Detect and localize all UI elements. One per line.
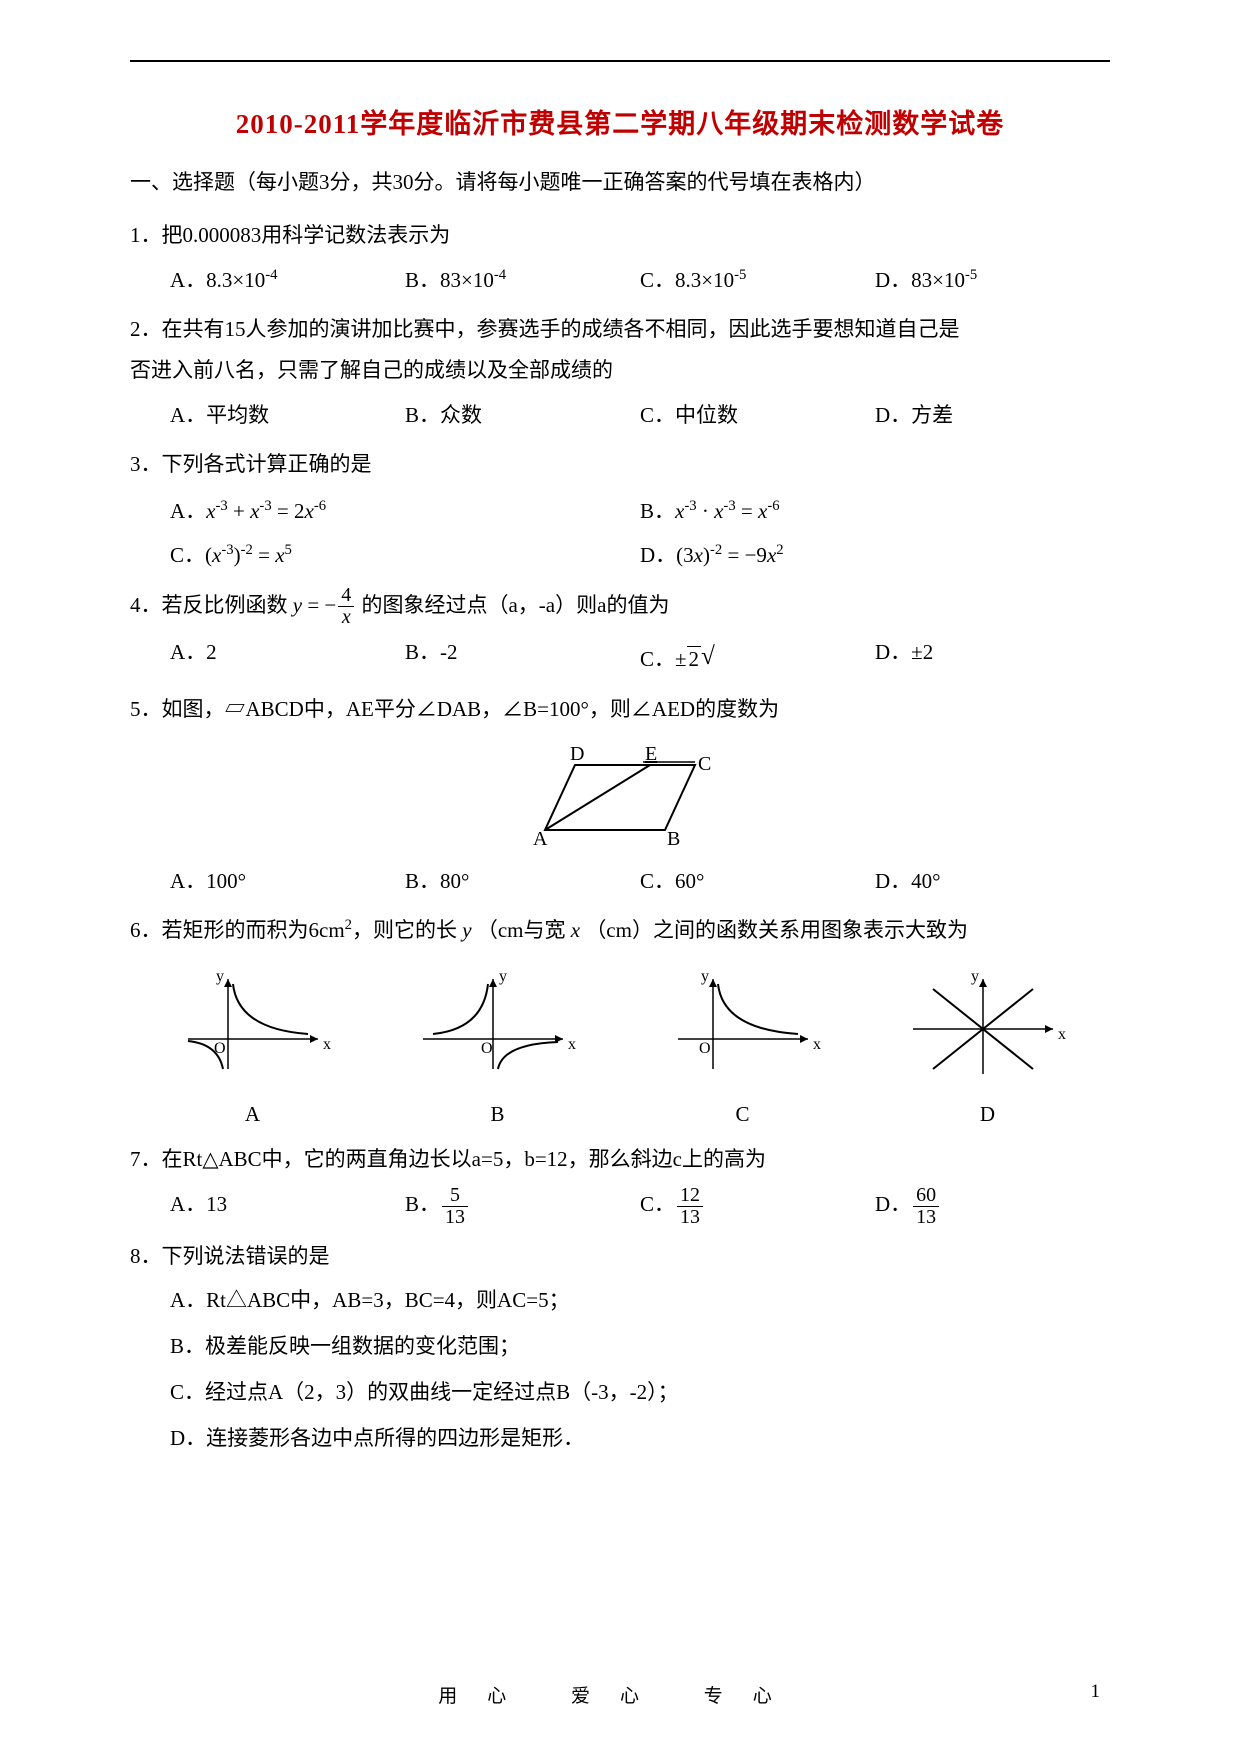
q6-graph-c: O x y	[643, 969, 843, 1084]
q4-opt-d: D．±2	[875, 632, 1110, 681]
q6-label-a: A	[153, 1102, 353, 1127]
svg-text:x: x	[323, 1036, 331, 1053]
svg-text:A: A	[533, 828, 548, 850]
q3-opt-d: D．(3x)-2 = −9x2	[640, 533, 1110, 577]
q6-graph-a: O x y	[153, 969, 353, 1084]
q7-opt-a: A．13	[170, 1184, 405, 1228]
q8-opt-d: D．连接菱形各边中点所得的四边形是矩形．	[170, 1415, 1110, 1461]
parallelogram-icon: D E C A B	[515, 740, 725, 850]
svg-text:x: x	[813, 1036, 821, 1053]
q7-options: A．13 B．513 C．1213 D．6013	[170, 1184, 1110, 1228]
q6-labels: A B C D	[130, 1102, 1110, 1127]
q2-options: A．平均数 B．众数 C．中位数 D．方差	[170, 395, 1110, 436]
exam-page: 2010-2011学年度临沂市费县第二学期八年级期末检测数学试卷 一、选择题（每…	[0, 0, 1240, 1753]
q8-options: A．Rt△ABC中，AB=3，BC=4，则AC=5； B．极差能反映一组数据的变…	[170, 1277, 1110, 1462]
svg-text:y: y	[216, 969, 224, 985]
q4-options: A．2 B．-2 C．±2√ D．±2	[170, 632, 1110, 681]
q3-stem: 3．下列各式计算正确的是	[130, 444, 1110, 485]
page-title: 2010-2011学年度临沂市费县第二学期八年级期末检测数学试卷	[130, 102, 1110, 141]
q4-opt-c: C．±2√	[640, 632, 875, 681]
q7-stem: 7．在Rt△ABC中，它的两直角边长以a=5，b=12，那么斜边c上的高为	[130, 1139, 1110, 1180]
q8-opt-b: B．极差能反映一组数据的变化范围；	[170, 1323, 1110, 1369]
q3-opt-c: C．(x-3)-2 = x5	[170, 533, 640, 577]
svg-text:B: B	[667, 828, 680, 850]
q5-stem: 5．如图，▱ABCD中，AE平分∠DAB，∠B=100°，则∠AED的度数为	[130, 689, 1110, 730]
q2-stem-line2: 否进入前八名，只需了解自己的成绩以及全部成绩的	[130, 350, 1110, 391]
q3-opt-b: B．x-3 · x-3 = x-6	[640, 489, 1110, 533]
svg-text:O: O	[481, 1040, 493, 1057]
q2-opt-a: A．平均数	[170, 395, 405, 436]
svg-text:O: O	[699, 1040, 711, 1057]
q1-opt-a: A．8.3×10-4	[170, 260, 405, 301]
graph-b-icon: O x y	[413, 969, 583, 1079]
q1-opt-b: B．83×10-4	[405, 260, 640, 301]
q6-label-c: C	[643, 1102, 843, 1127]
q7-opt-d: D．6013	[875, 1184, 1110, 1228]
q4-opt-a: A．2	[170, 632, 405, 681]
top-rule	[130, 60, 1110, 62]
section-1-head: 一、选择题（每小题3分，共30分。请将每小题唯一正确答案的代号填在表格内）	[130, 163, 1110, 203]
q3-options: A．x-3 + x-3 = 2x-6 B．x-3 · x-3 = x-6 C．(…	[170, 489, 1110, 577]
q7-opt-c: C．1213	[640, 1184, 875, 1228]
q1-options: A．8.3×10-4 B．83×10-4 C．8.3×10-5 D．83×10-…	[170, 260, 1110, 301]
q6-label-d: D	[888, 1102, 1088, 1127]
svg-text:y: y	[701, 969, 709, 985]
q4-opt-b: B．-2	[405, 632, 640, 681]
q8-opt-a: A．Rt△ABC中，AB=3，BC=4，则AC=5；	[170, 1277, 1110, 1323]
q1-opt-d: D．83×10-5	[875, 260, 1110, 301]
q5-opt-b: B．80°	[405, 861, 640, 902]
q2-opt-d: D．方差	[875, 395, 1110, 436]
q2-opt-c: C．中位数	[640, 395, 875, 436]
svg-text:D: D	[570, 743, 584, 765]
svg-text:y: y	[971, 969, 979, 985]
svg-text:C: C	[698, 753, 711, 775]
q2-opt-b: B．众数	[405, 395, 640, 436]
graph-c-icon: O x y	[658, 969, 828, 1079]
svg-text:y: y	[499, 969, 507, 985]
page-footer: 用心 爱心 专心 1	[0, 1681, 1240, 1708]
q6-stem: 6．若矩形的而积为6cm2，则它的长 y （cm与宽 x （cm）之间的函数关系…	[130, 910, 1110, 951]
q5-opt-a: A．100°	[170, 861, 405, 902]
q4-stem: 4．若反比例函数 y = −4x 的图象经过点（a，-a）则a的值为	[130, 585, 1110, 629]
q5-options: A．100° B．80° C．60° D．40°	[170, 861, 1110, 902]
q7-opt-b: B．513	[405, 1184, 640, 1228]
svg-text:x: x	[568, 1036, 576, 1053]
q8-opt-c: C．经过点A（2，3）的双曲线一定经过点B（-3，-2）；	[170, 1369, 1110, 1415]
q5-opt-d: D．40°	[875, 861, 1110, 902]
svg-text:x: x	[1058, 1026, 1066, 1043]
graph-d-icon: x y	[903, 969, 1073, 1079]
q6-graphs: O x y O x y	[130, 969, 1110, 1084]
footer-motto: 用心 爱心 专心	[370, 1681, 870, 1708]
svg-text:O: O	[214, 1040, 226, 1057]
q6-label-b: B	[398, 1102, 598, 1127]
q8-stem: 8．下列说法错误的是	[130, 1236, 1110, 1277]
footer-page-number: 1	[1091, 1681, 1101, 1703]
q3-opt-a: A．x-3 + x-3 = 2x-6	[170, 489, 640, 533]
q6-graph-d: x y	[888, 969, 1088, 1084]
q6-graph-b: O x y	[398, 969, 598, 1084]
q2-stem-line1: 2．在共有15人参加的演讲加比赛中，参赛选手的成绩各不相同，因此选手要想知道自己…	[130, 309, 1110, 350]
q1-stem: 1．把0.000083用科学记数法表示为	[130, 215, 1110, 256]
q5-figure: D E C A B	[130, 740, 1110, 855]
q1-opt-c: C．8.3×10-5	[640, 260, 875, 301]
q5-opt-c: C．60°	[640, 861, 875, 902]
graph-a-icon: O x y	[168, 969, 338, 1079]
